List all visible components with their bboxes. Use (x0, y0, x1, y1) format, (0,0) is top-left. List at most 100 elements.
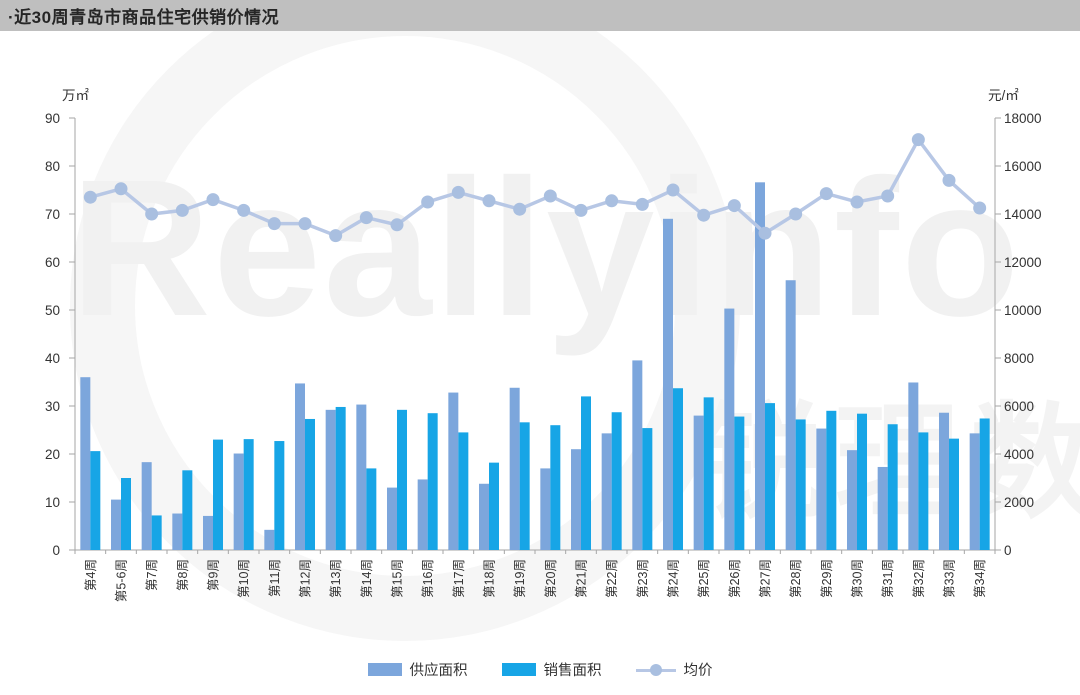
sales-bar[interactable] (550, 425, 561, 550)
supply-bar[interactable] (908, 382, 919, 550)
sales-bar[interactable] (427, 413, 438, 550)
sales-bar[interactable] (611, 412, 622, 550)
supply-bar[interactable] (969, 433, 980, 550)
sales-bar[interactable] (151, 515, 162, 550)
left-axis-tick-label: 20 (45, 447, 60, 462)
sales-bar[interactable] (826, 410, 837, 550)
supply-bar[interactable] (479, 483, 489, 550)
price-marker[interactable] (543, 189, 557, 203)
price-marker[interactable] (114, 182, 128, 196)
x-axis-label: 第27周 (759, 559, 773, 598)
price-marker[interactable] (942, 173, 956, 187)
sales-bar[interactable] (305, 418, 315, 550)
price-marker[interactable] (421, 195, 435, 209)
supply-bar[interactable] (141, 462, 152, 550)
supply-bar[interactable] (601, 433, 612, 550)
supply-bar[interactable] (755, 182, 765, 550)
x-axis-label: 第9周 (207, 559, 221, 591)
supply-bar[interactable] (724, 308, 735, 550)
sales-bar[interactable] (274, 441, 285, 550)
supply-bar[interactable] (356, 404, 367, 550)
price-marker[interactable] (666, 183, 680, 197)
price-marker[interactable] (574, 203, 588, 217)
legend-item-sales[interactable]: 销售面积 (501, 659, 602, 680)
supply-bar[interactable] (172, 513, 183, 550)
sales-bar[interactable] (366, 468, 377, 550)
sales-bar[interactable] (795, 419, 806, 550)
price-marker[interactable] (482, 194, 496, 208)
price-marker[interactable] (819, 187, 833, 201)
sales-bar[interactable] (489, 462, 499, 550)
supply-bar[interactable] (203, 515, 213, 550)
supply-bar[interactable] (233, 453, 244, 550)
sales-bar[interactable] (642, 428, 653, 550)
supply-bar[interactable] (509, 387, 520, 550)
price-marker[interactable] (329, 229, 343, 243)
sales-bar[interactable] (519, 422, 530, 550)
supply-bar[interactable] (877, 466, 888, 550)
sales-bar[interactable] (703, 397, 714, 550)
sales-bar[interactable] (335, 406, 346, 550)
sales-bar[interactable] (213, 439, 223, 550)
price-line-swatch (635, 663, 676, 677)
price-marker[interactable] (973, 201, 987, 215)
sales-bar[interactable] (581, 396, 591, 550)
supply-bar[interactable] (448, 392, 459, 550)
price-marker[interactable] (697, 208, 711, 222)
price-marker[interactable] (513, 202, 527, 216)
supply-bar[interactable] (571, 449, 581, 550)
sales-bar[interactable] (734, 416, 745, 550)
legend-item-price[interactable]: 均价 (635, 659, 713, 680)
sales-bar[interactable] (765, 403, 775, 550)
price-marker[interactable] (267, 217, 281, 231)
supply-bar[interactable] (325, 409, 336, 550)
price-marker[interactable] (789, 207, 803, 221)
x-axis-label: 第34周 (973, 559, 987, 598)
sales-bar[interactable] (949, 438, 959, 550)
price-marker[interactable] (881, 189, 895, 203)
price-marker[interactable] (206, 193, 220, 207)
supply-bar[interactable] (80, 377, 91, 550)
price-marker[interactable] (359, 211, 373, 225)
supply-bar[interactable] (785, 280, 796, 550)
price-marker[interactable] (635, 197, 649, 211)
sales-bar[interactable] (182, 470, 193, 550)
sales-bar[interactable] (121, 478, 131, 550)
sales-bar[interactable] (979, 418, 990, 550)
supply-bar[interactable] (847, 450, 857, 550)
supply-bar[interactable] (693, 415, 704, 550)
supply-bar[interactable] (939, 412, 949, 550)
supply-bar[interactable] (540, 468, 551, 550)
x-axis-label: 第15周 (391, 559, 405, 598)
sales-bar[interactable] (673, 388, 683, 550)
supply-bar[interactable] (816, 428, 827, 550)
price-marker[interactable] (727, 199, 741, 213)
supply-bar[interactable] (264, 529, 275, 550)
supply-bar[interactable] (632, 360, 643, 550)
price-marker[interactable] (83, 190, 97, 204)
sales-bar[interactable] (243, 439, 254, 550)
price-marker[interactable] (911, 133, 925, 147)
sales-bar[interactable] (887, 424, 898, 550)
price-marker[interactable] (605, 194, 619, 208)
price-marker[interactable] (390, 218, 404, 232)
legend-item-supply[interactable]: 供应面积 (367, 659, 468, 680)
sales-bar[interactable] (90, 451, 101, 550)
supply-bar[interactable] (295, 383, 305, 550)
sales-bar[interactable] (918, 432, 929, 550)
supply-bar[interactable] (417, 479, 428, 550)
sales-bar[interactable] (397, 409, 407, 550)
sales-bar[interactable] (458, 432, 469, 550)
price-marker[interactable] (237, 203, 251, 217)
price-marker[interactable] (850, 195, 864, 209)
supply-bar[interactable] (387, 487, 397, 550)
supply-bar[interactable] (111, 499, 121, 550)
supply-bar[interactable] (663, 218, 673, 551)
price-marker[interactable] (298, 217, 312, 231)
price-marker[interactable] (451, 185, 465, 199)
price-marker[interactable] (758, 226, 772, 240)
x-axis-label: 第7周 (145, 559, 159, 591)
sales-bar[interactable] (857, 413, 867, 550)
price-marker[interactable] (175, 203, 189, 217)
price-marker[interactable] (145, 207, 159, 221)
